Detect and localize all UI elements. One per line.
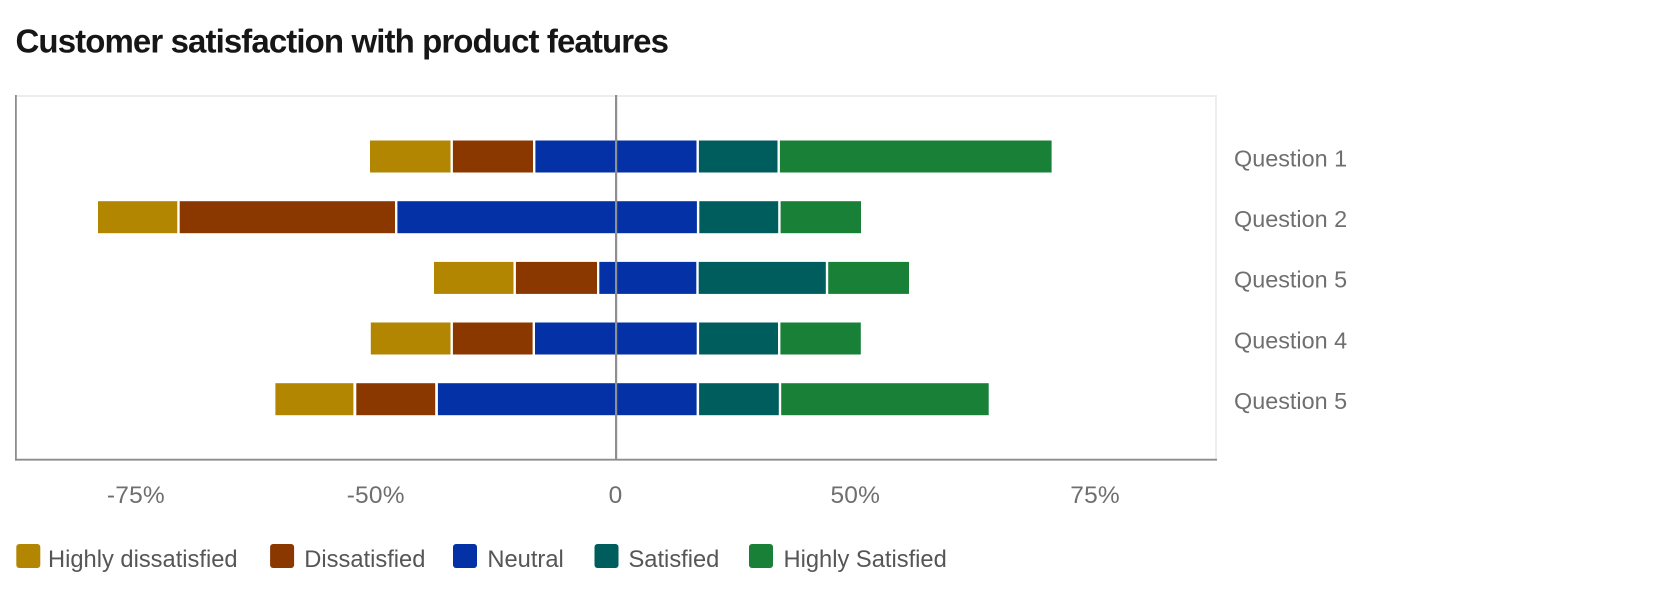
svg-text:Question 5: Question 5 [1234, 267, 1347, 293]
svg-text:-75%: -75% [107, 482, 165, 509]
svg-text:Satisfied: Satisfied [629, 547, 720, 573]
svg-text:Question 5: Question 5 [1234, 388, 1347, 414]
svg-text:Question 1: Question 1 [1234, 145, 1347, 171]
svg-text:Highly Satisfied: Highly Satisfied [784, 547, 947, 573]
svg-text:Customer satisfaction with pro: Customer satisfaction with product featu… [16, 23, 669, 60]
svg-text:75%: 75% [1070, 482, 1120, 509]
svg-text:Question 2: Question 2 [1234, 206, 1347, 232]
svg-text:-50%: -50% [347, 482, 405, 509]
svg-text:Highly dissatisfied: Highly dissatisfied [48, 547, 238, 573]
svg-text:Neutral: Neutral [487, 547, 563, 573]
svg-text:Dissatisfied: Dissatisfied [304, 547, 425, 573]
svg-text:50%: 50% [830, 482, 880, 509]
svg-text:0: 0 [609, 482, 623, 509]
svg-text:Question 4: Question 4 [1234, 327, 1347, 353]
